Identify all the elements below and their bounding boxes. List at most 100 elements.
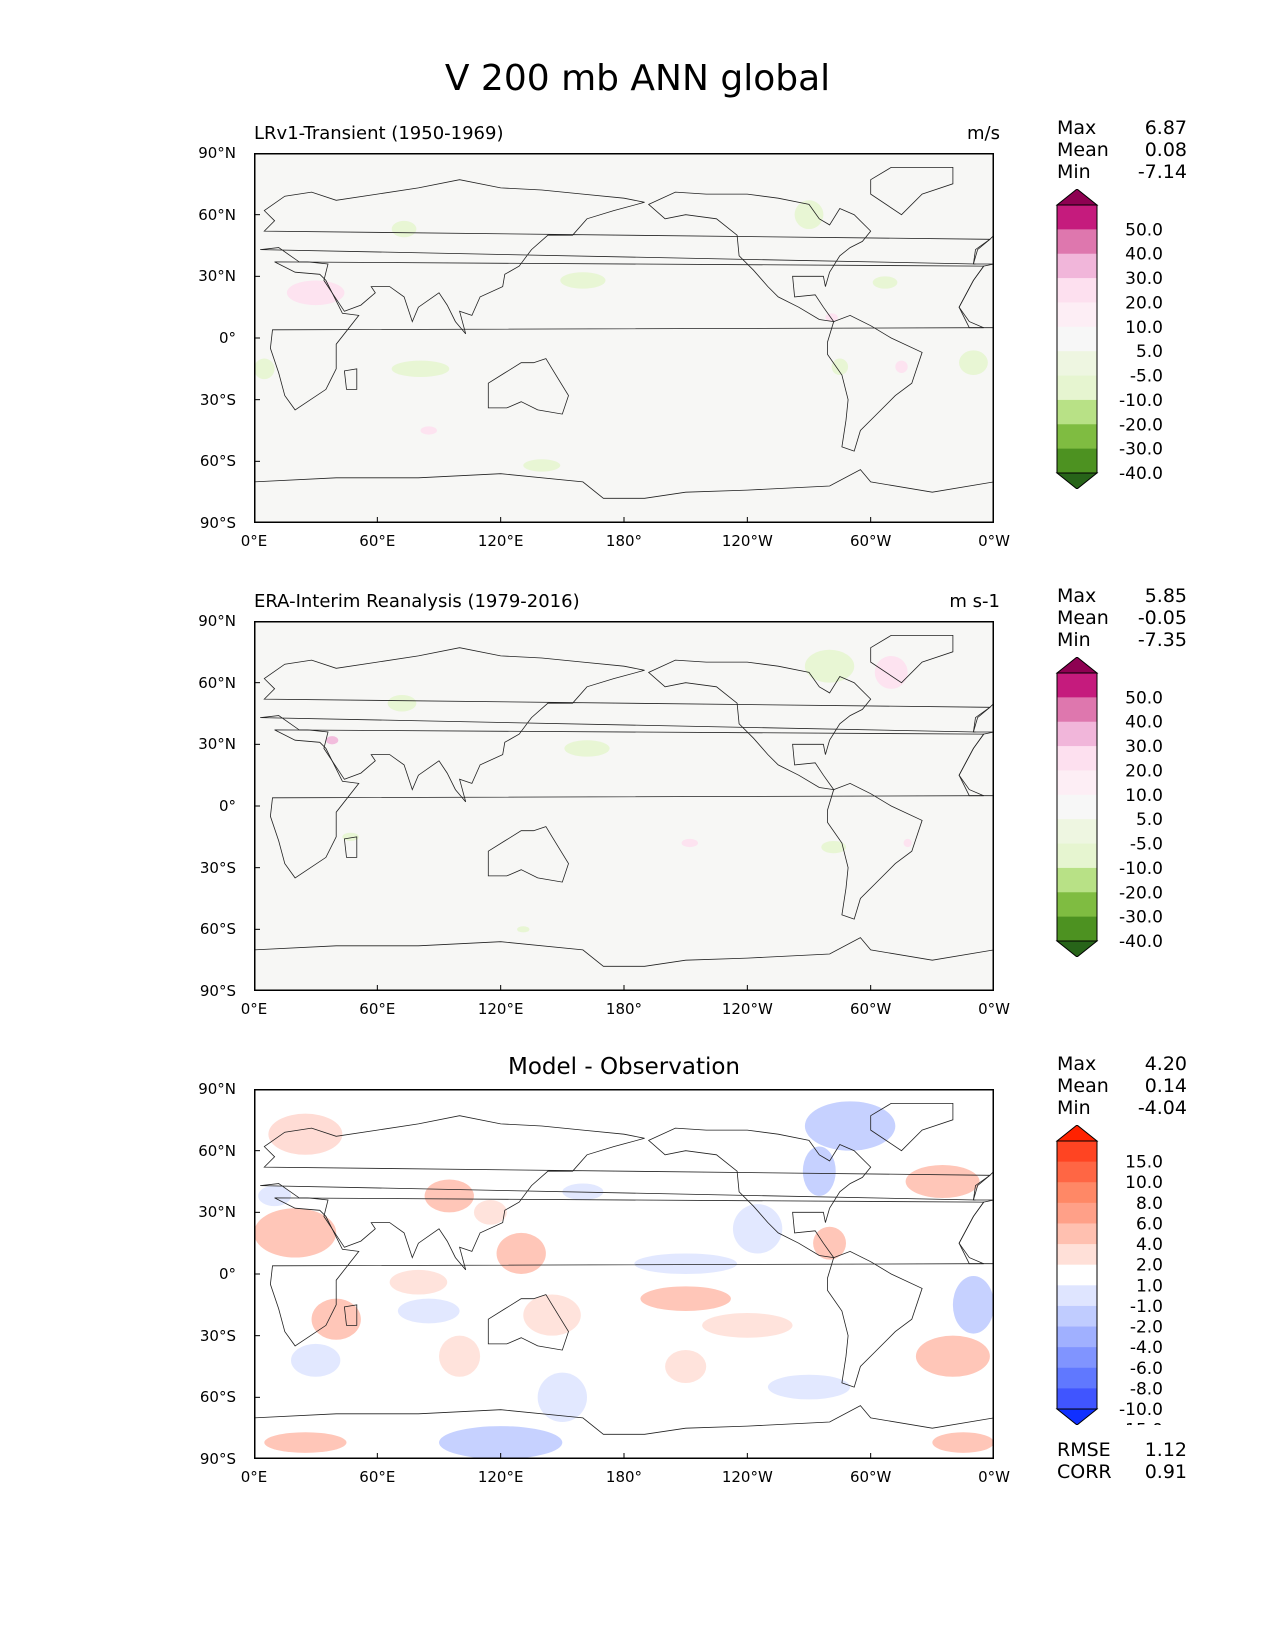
colorbar-label: 10.0 — [1125, 1173, 1163, 1193]
land-africa — [269, 729, 985, 879]
colorbar-segment — [1057, 1367, 1097, 1389]
anomaly-contour — [681, 838, 698, 848]
colorbar-label: -2.0 — [1130, 1318, 1163, 1338]
map-background — [254, 153, 994, 523]
anomaly-contour — [424, 1179, 474, 1213]
x-tick-label: 120°W — [721, 1468, 773, 1486]
panel-title: LRv1-Transient (1950-1969) — [254, 123, 504, 144]
colorbar-label: -5.0 — [1130, 367, 1163, 387]
land-australia — [487, 1294, 569, 1351]
min-value: -7.14 — [1137, 161, 1187, 183]
colorbar-label: -8.0 — [1130, 1379, 1163, 1399]
colorbar: 50.0 40.0 30.0 20.0 10.0 5.0 -5.0 -10.0 -20.0 -30… — [1055, 189, 1163, 489]
colorbar-label: 30.0 — [1125, 269, 1163, 289]
colorbar-outline — [1056, 1140, 1098, 1410]
colorbar-label: -30.0 — [1119, 908, 1163, 928]
anomaly-contour — [560, 272, 606, 289]
colorbar-label: 4.0 — [1136, 1235, 1163, 1255]
max-label: Max — [1057, 585, 1097, 607]
colorbar-segment — [1057, 229, 1097, 255]
colorbar-label: -10.0 — [1119, 391, 1163, 411]
anomaly-contour — [389, 1269, 448, 1295]
colorbar-segment — [1057, 843, 1097, 869]
colorbar-label: 5.0 — [1136, 810, 1163, 830]
anomaly-contour — [959, 350, 988, 375]
land-madagascar — [343, 368, 358, 390]
stats-box: Max 4.20 Mean 0.14 Min -4.04 — [1057, 1053, 1187, 1119]
land-south-america — [827, 782, 923, 920]
anomaly-contour — [291, 1343, 341, 1377]
x-tick-label: 120°E — [477, 1468, 524, 1486]
world-map — [254, 1089, 994, 1459]
y-tick-label: 90°S — [199, 982, 236, 1000]
mean-value: -0.05 — [1137, 607, 1187, 629]
land-antarctica — [254, 469, 994, 523]
colorbar-label: -40.0 — [1119, 464, 1163, 484]
y-tick-label: 60°S — [199, 452, 236, 471]
land-madagascar — [343, 1304, 358, 1326]
colorbar-segment — [1057, 253, 1097, 279]
anomaly-contour — [821, 840, 847, 854]
anomaly-contour — [420, 426, 437, 435]
colorbar-label: -50.0 — [1119, 956, 1163, 957]
colorbar-segment — [1057, 1264, 1097, 1286]
colorbar-segment — [1057, 746, 1097, 771]
colorbar-label: 15.0 — [1125, 1153, 1163, 1173]
colorbar-label: -10.0 — [1119, 859, 1163, 879]
colorbar-segment — [1057, 721, 1097, 747]
land-greenland — [870, 1102, 954, 1152]
colorbar-label: 2.0 — [1136, 1256, 1163, 1276]
anomaly-contour — [767, 1374, 851, 1400]
land-africa — [269, 261, 985, 411]
anomaly-contour — [391, 220, 417, 238]
colorbar-label: 10.0 — [1125, 786, 1163, 806]
max-value: 6.87 — [1144, 117, 1187, 139]
max-label: Max — [1057, 117, 1097, 139]
x-tick-label: 0°E — [240, 1000, 268, 1018]
stats-box: Max 5.85 Mean -0.05 Min -7.35 — [1057, 585, 1187, 651]
land-south-america — [827, 1250, 923, 1388]
land-west-europe-wrap — [972, 234, 994, 265]
world-map — [254, 621, 994, 991]
anomaly-contour — [915, 1335, 990, 1377]
y-tick-label: 30°S — [199, 390, 236, 409]
colorbar-segment — [1057, 819, 1097, 845]
colorbar-label: 20.0 — [1125, 293, 1163, 313]
anomaly-contour — [325, 736, 339, 745]
world-map — [254, 153, 994, 523]
land-west-europe-wrap — [972, 702, 994, 733]
anomaly-contour — [804, 1101, 896, 1151]
colorbar-segment — [1057, 1305, 1097, 1328]
panel-units: m s-1 — [949, 591, 1000, 612]
colorbar-label: -20.0 — [1119, 415, 1163, 435]
min-label: Min — [1057, 1097, 1091, 1119]
anomaly-contour — [391, 360, 450, 378]
colorbar-label: 30.0 — [1125, 737, 1163, 757]
y-tick-label: 90°S — [199, 1450, 236, 1468]
anomaly-contour — [264, 1432, 347, 1453]
colorbar-label: -10.0 — [1119, 1400, 1163, 1420]
x-tick-label: 0°E — [240, 1468, 268, 1486]
land-west-africa-wrap — [958, 263, 994, 329]
anomaly-contour — [665, 1350, 707, 1383]
colorbar-segment — [1057, 205, 1097, 230]
colorbar-outline — [1056, 672, 1098, 942]
colorbar-segment — [1057, 351, 1097, 377]
anomaly-contour — [702, 1313, 793, 1338]
anomaly-contour — [564, 740, 610, 757]
anomaly-contour — [397, 1298, 460, 1324]
colorbar-label: -4.0 — [1130, 1338, 1163, 1358]
land-greenland — [870, 166, 954, 216]
panel-observation: ERA-Interim Reanalysis (1979-2016) m s-1… — [0, 585, 1275, 1061]
panel-title: Model - Observation — [507, 1054, 741, 1080]
colorbar-extend-bottom — [1055, 940, 1099, 957]
min-value: -4.04 — [1137, 1097, 1187, 1119]
anomaly-contour — [254, 1208, 337, 1258]
y-tick-label: 30°S — [199, 858, 236, 877]
anomaly-contour — [952, 1276, 994, 1334]
colorbar-extend-top — [1055, 1125, 1099, 1142]
colorbar-label: -40.0 — [1119, 932, 1163, 952]
anomaly-contour — [831, 358, 849, 375]
anomaly-contour — [387, 695, 417, 712]
colorbar-label: 50.0 — [1125, 688, 1163, 708]
